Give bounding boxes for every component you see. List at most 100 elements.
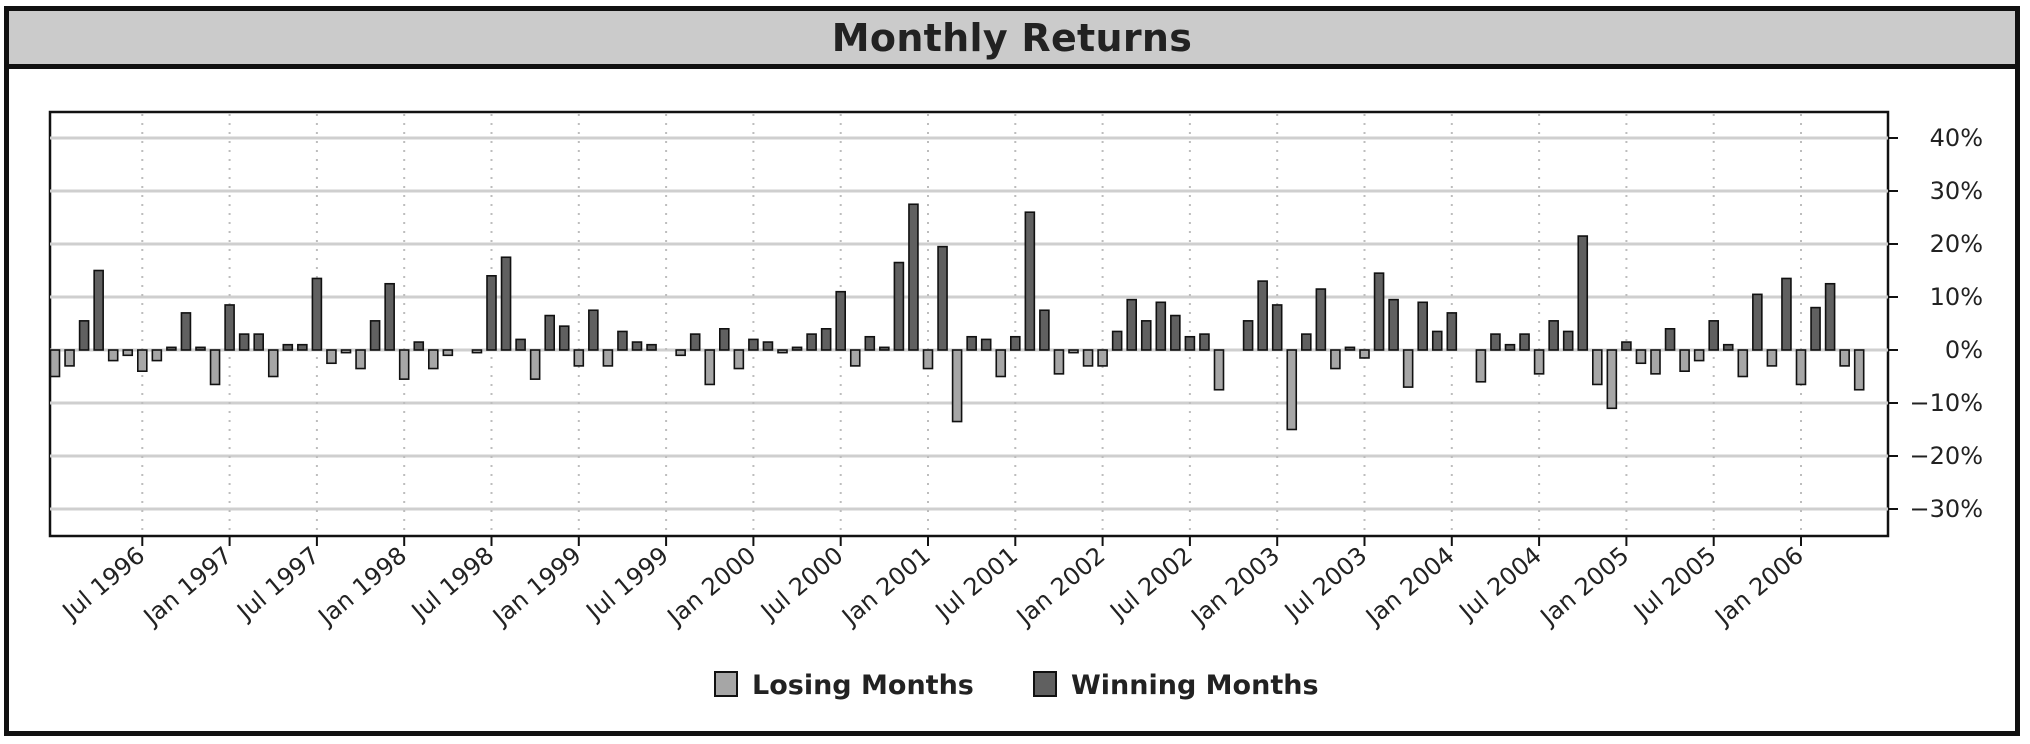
plot-area (48, 110, 1890, 538)
losing-month-bar (1795, 349, 1807, 386)
x-tick-label: Jan 2006 (1708, 541, 1809, 632)
losing-month-bar (1533, 349, 1545, 375)
y-tick-label: −20% (1910, 442, 1983, 470)
losing-month-bar (529, 349, 541, 380)
title-bar: Monthly Returns (9, 11, 2015, 69)
legend-label-winning: Winning Months (1071, 670, 1319, 701)
x-tick-label: Jul 2005 (1627, 541, 1721, 627)
y-tick-label: −30% (1910, 495, 1983, 523)
losing-month-bar (209, 349, 221, 386)
winning-month-bar (1301, 333, 1312, 351)
losing-month-bar (1082, 349, 1094, 367)
winning-month-bar (180, 312, 192, 351)
x-tick-label: Jul 2001 (929, 541, 1023, 627)
losing-month-bar (951, 349, 963, 423)
winning-month-bar (1752, 293, 1763, 351)
x-tick-label: Jan 2005 (1534, 541, 1635, 632)
losing-month-bar (355, 349, 366, 370)
x-tick-label: Jul 1996 (56, 541, 150, 627)
winning-month-bar (1446, 312, 1458, 351)
losing-month-bar (1068, 349, 1079, 354)
winning-month-bar (617, 330, 628, 351)
losing-month-bar (442, 349, 454, 357)
x-tick-label: Jul 2004 (1453, 541, 1547, 627)
x-tick-label: Jul 2000 (754, 541, 848, 627)
losing-month-bar (1213, 349, 1225, 391)
winning-month-bar (631, 341, 643, 351)
losing-month-bar (267, 349, 279, 378)
losing-month-bar (849, 349, 861, 367)
winning-month-bar (646, 343, 657, 351)
legend-label-losing: Losing Months (752, 670, 974, 701)
winning-month-bar (748, 338, 759, 351)
losing-month-bar (64, 349, 75, 367)
winning-month-bar (1009, 335, 1021, 351)
losing-month-bar (326, 349, 337, 365)
losing-month-bar (995, 349, 1007, 378)
losing-month-bar (1606, 349, 1618, 410)
winning-month-bar (486, 274, 497, 351)
y-tick-label: 20% (1930, 230, 1983, 258)
winning-month-bar (544, 314, 556, 351)
winning-month-bar (1242, 320, 1254, 351)
winning-month-bar (1490, 333, 1501, 351)
winning-month-bar (820, 327, 832, 351)
x-tick-label: Jul 1997 (230, 541, 324, 627)
winning-month-bar (166, 346, 177, 351)
losing-month-bar (675, 349, 686, 357)
winning-month-bar (908, 203, 919, 351)
winning-month-bar (1562, 330, 1574, 351)
winning-month-bar (1140, 320, 1152, 351)
legend-swatch-losing (714, 671, 738, 697)
winning-month-bar (893, 261, 905, 351)
losing-month-bar (1097, 349, 1108, 367)
y-tick-label: −10% (1910, 389, 1983, 417)
losing-month-bar (573, 349, 585, 367)
winning-month-bar (515, 338, 526, 351)
losing-month-bar (1053, 349, 1065, 375)
winning-month-bar (1824, 282, 1836, 351)
winning-month-bar (78, 320, 90, 351)
winning-month-bar (1373, 272, 1385, 351)
winning-month-bar (1722, 343, 1734, 351)
winning-month-bar (1548, 320, 1559, 351)
winning-month-bar (1664, 327, 1676, 351)
x-tick-label: Jul 1998 (405, 541, 499, 627)
losing-month-bar (602, 349, 614, 367)
winning-month-bar (369, 320, 381, 351)
y-tick-label: 10% (1930, 283, 1983, 311)
losing-month-bar (1679, 349, 1690, 373)
winning-month-bar (1315, 288, 1327, 351)
winning-month-bar (1708, 320, 1719, 351)
winning-month-bar (1417, 301, 1428, 351)
losing-month-bar (340, 349, 352, 354)
winning-month-bar (864, 335, 876, 351)
winning-month-bar (253, 333, 264, 351)
winning-month-bar (1781, 277, 1792, 351)
winning-month-bar (1126, 298, 1137, 351)
winning-month-bar (806, 333, 817, 351)
winning-month-bar (980, 338, 992, 351)
winning-month-bar (1271, 304, 1283, 351)
x-tick-label: Jan 2002 (1010, 541, 1111, 632)
winning-month-bar (791, 346, 803, 351)
losing-month-bar (704, 349, 716, 386)
losing-month-bar (1737, 349, 1749, 378)
losing-month-bar (122, 349, 134, 357)
losing-month-bar (1330, 349, 1341, 370)
losing-month-bar (922, 349, 934, 370)
losing-month-bar (151, 349, 163, 362)
winning-month-bar (1155, 301, 1167, 351)
winning-month-bar (1039, 309, 1050, 351)
winning-month-bar (762, 341, 774, 351)
legend-swatch-winning (1033, 671, 1057, 697)
losing-month-bar (1766, 349, 1778, 367)
winning-month-bar (224, 304, 235, 351)
x-tick-label: Jul 1999 (580, 541, 674, 627)
winning-month-bar (500, 256, 512, 351)
winning-month-bar (1199, 333, 1210, 351)
winning-month-bar (282, 343, 294, 351)
winning-month-bar (413, 341, 425, 351)
winning-month-bar (93, 269, 104, 351)
losing-month-bar (1635, 349, 1647, 365)
